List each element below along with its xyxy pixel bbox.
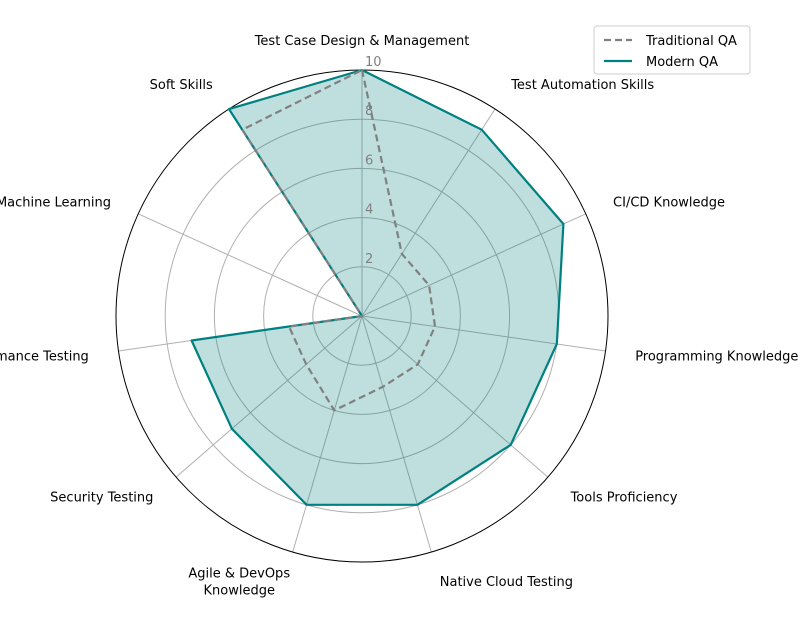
legend-label-modern-qa: Modern QA — [646, 55, 718, 70]
grid-spoke — [361, 315, 432, 553]
category-label: Soft Skills — [150, 78, 213, 93]
grid-spoke — [361, 315, 606, 352]
grid-spoke — [175, 315, 363, 478]
category-labels: Test Case Design & Management Test Automa… — [0, 34, 798, 598]
radial-tick-labels: 2 4 6 8 10 — [365, 55, 382, 267]
r-tick-label: 6 — [365, 153, 373, 168]
category-label: Agile & DevOps Knowledge — [188, 566, 290, 598]
legend: Traditional QA Modern QA — [593, 25, 751, 75]
series-area-modern-qa — [191, 70, 564, 505]
category-label: CI/CD Knowledge — [613, 195, 725, 210]
grid-spoke — [292, 315, 363, 553]
legend-box — [593, 25, 751, 75]
series-layer — [190, 68, 565, 506]
legend-label-traditional-qa: Traditional QA — [645, 34, 737, 49]
category-label: Tools Proficiency — [570, 491, 678, 506]
grid-spoke — [361, 108, 496, 317]
r-tick-label: 2 — [365, 252, 373, 267]
category-label: AI & Machine Learning — [0, 195, 111, 210]
grid-spoke — [361, 315, 549, 478]
category-label: Programming Knowledge — [635, 349, 798, 364]
grid-spoke — [138, 213, 363, 317]
category-label: Native Cloud Testing — [440, 575, 573, 590]
category-label: Test Case Design & Management — [254, 34, 470, 49]
category-label: Security Testing — [50, 491, 153, 506]
category-label: Test Automation Skills — [510, 78, 654, 93]
category-label: Performance Testing — [0, 349, 89, 364]
series-line-traditional-qa — [241, 69, 437, 412]
grid-spoke — [361, 213, 586, 317]
r-tick-label: 8 — [365, 104, 373, 119]
r-tick-label: 4 — [365, 203, 373, 218]
r-tick-label: 10 — [365, 55, 382, 70]
